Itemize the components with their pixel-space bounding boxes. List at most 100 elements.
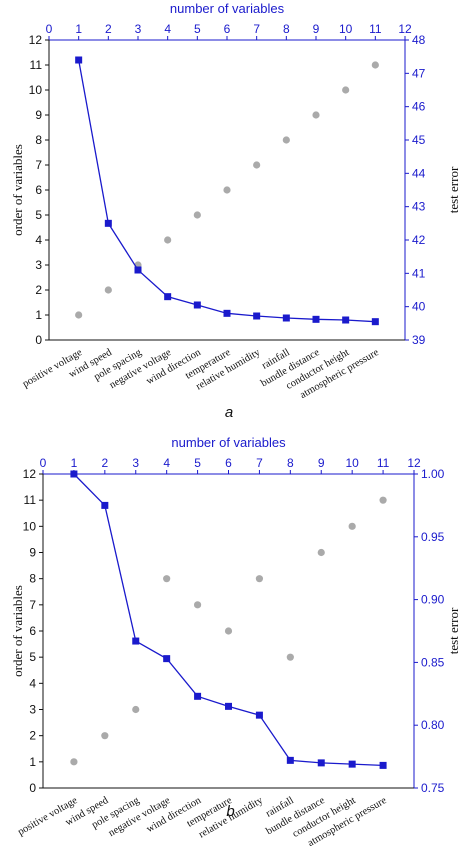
right-tick-label: 40 (412, 300, 426, 314)
order-dot (70, 758, 78, 766)
left-tick-label: 11 (30, 58, 43, 72)
top-axis-title: number of variables (170, 1, 285, 16)
left-tick-label: 1 (29, 755, 36, 769)
top-tick-label: 8 (287, 456, 294, 470)
left-axis-title: order of variables (10, 144, 25, 236)
top-axis-title: number of variables (171, 435, 286, 450)
right-tick-label: 1.00 (421, 467, 445, 481)
right-tick-label: 46 (412, 100, 426, 114)
right-axis-title: test error (446, 607, 461, 654)
order-dot (286, 653, 294, 661)
order-dot (348, 522, 356, 530)
right-tick-label: 0.95 (421, 530, 445, 544)
left-tick-label: 12 (23, 467, 37, 481)
left-tick-label: 4 (35, 233, 42, 247)
left-tick-label: 1 (35, 308, 42, 322)
test-error-marker (134, 266, 142, 274)
right-tick-label: 0.85 (421, 655, 445, 669)
left-tick-label: 0 (29, 781, 36, 795)
order-dot (282, 136, 290, 144)
order-dot (253, 161, 261, 169)
right-tick-label: 39 (412, 333, 426, 347)
order-dot (312, 111, 320, 119)
top-tick-label: 10 (339, 22, 353, 36)
test-error-marker (164, 293, 172, 301)
order-dot (164, 236, 172, 244)
left-tick-label: 10 (23, 519, 37, 533)
test-error-marker (282, 314, 290, 322)
top-tick-label: 6 (225, 456, 232, 470)
top-tick-label: 5 (194, 22, 201, 36)
left-tick-label: 12 (29, 33, 43, 47)
panel-label: a (225, 404, 233, 421)
order-dot (379, 496, 387, 504)
right-tick-label: 43 (412, 200, 426, 214)
left-tick-label: 8 (35, 133, 42, 147)
left-tick-label: 2 (29, 729, 36, 743)
order-dot (101, 732, 109, 740)
left-tick-label: 6 (29, 624, 36, 638)
test-error-marker (193, 301, 201, 309)
left-tick-label: 10 (29, 83, 43, 97)
top-tick-label: 2 (101, 456, 108, 470)
test-error-line (73, 473, 384, 767)
top-tick-label: 0 (40, 456, 47, 470)
top-tick-label: 12 (398, 22, 412, 36)
top-tick-label: 12 (407, 456, 421, 470)
test-error-marker (132, 637, 140, 645)
left-tick-label: 4 (29, 676, 36, 690)
right-axis-title: test error (446, 166, 461, 213)
top-tick-label: 10 (345, 456, 359, 470)
top-tick-label: 4 (163, 456, 170, 470)
top-tick-label: 9 (318, 456, 325, 470)
test-error-marker (194, 692, 202, 700)
top-tick-label: 7 (253, 22, 260, 36)
left-axis-title: order of variables (10, 585, 25, 677)
left-tick-label: 2 (35, 283, 42, 297)
order-dot (104, 286, 112, 294)
test-error-marker (104, 219, 112, 227)
test-error-marker (163, 655, 171, 663)
order-dot (223, 186, 231, 194)
right-tick-label: 48 (412, 33, 426, 47)
left-tick-label: 5 (35, 208, 42, 222)
left-tick-label: 3 (35, 258, 42, 272)
left-tick-label: 0 (35, 333, 42, 347)
order-dot (224, 627, 233, 635)
panel-label: b (226, 803, 234, 820)
test-error-marker (225, 702, 232, 710)
left-tick-label: 8 (29, 572, 36, 586)
order-dot (75, 311, 83, 319)
right-tick-label: 44 (412, 166, 426, 180)
left-tick-label: 11 (24, 493, 37, 507)
top-tick-label: 0 (46, 22, 53, 36)
right-tick-label: 42 (412, 233, 426, 247)
top-tick-label: 6 (224, 22, 231, 36)
order-dot (193, 601, 202, 609)
left-tick-label: 9 (35, 108, 42, 122)
right-tick-label: 0.90 (421, 593, 445, 607)
order-dot (371, 61, 379, 69)
right-tick-label: 47 (412, 66, 426, 80)
top-tick-label: 2 (105, 22, 112, 36)
top-tick-label: 8 (283, 22, 290, 36)
test-error-marker (312, 315, 320, 323)
test-error-marker (75, 56, 83, 64)
test-error-marker (223, 309, 231, 317)
test-error-marker (348, 760, 356, 768)
right-tick-label: 41 (412, 266, 426, 280)
top-tick-label: 9 (313, 22, 320, 36)
left-tick-label: 3 (29, 703, 36, 717)
left-tick-label: 6 (35, 183, 42, 197)
right-tick-label: 0.80 (421, 718, 445, 732)
order-dot (342, 86, 350, 94)
top-tick-label: 7 (256, 456, 263, 470)
test-error-marker (371, 318, 379, 326)
top-tick-label: 5 (194, 456, 201, 470)
test-error-marker (342, 316, 350, 324)
top-tick-label: 3 (135, 22, 142, 36)
test-error-marker (253, 312, 261, 320)
order-dot (193, 211, 201, 219)
